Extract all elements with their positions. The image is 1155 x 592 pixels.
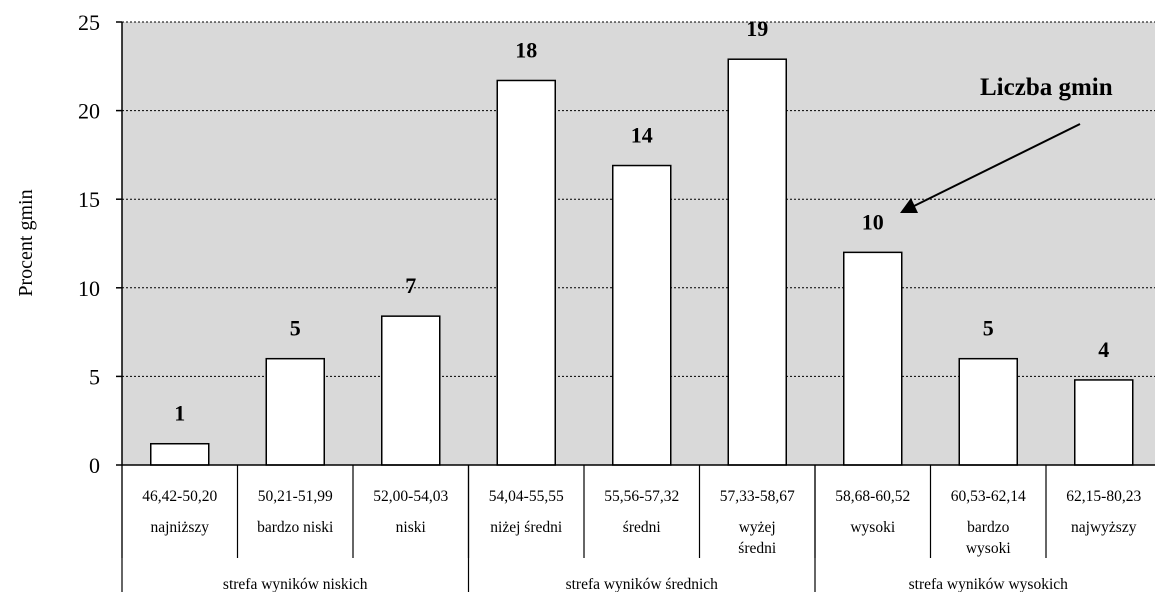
bar — [150, 442, 210, 466]
bar-count-label: 5 — [290, 316, 301, 341]
bar-count-label: 14 — [631, 123, 653, 148]
bars — [150, 58, 1134, 466]
zone-label: strefa wyników wysokich — [909, 576, 1069, 592]
range-label: 46,42-50,20 — [142, 488, 217, 505]
y-tick-label: 10 — [78, 276, 100, 301]
bar-count-label: 1 — [174, 401, 185, 426]
bar-count-label: 18 — [515, 37, 537, 62]
y-tick-label: 20 — [78, 99, 100, 124]
bar — [612, 164, 672, 466]
class-label: wyżej — [739, 519, 776, 536]
bar — [265, 357, 325, 466]
class-label: bardzo niski — [257, 519, 334, 536]
class-label: niżej średni — [490, 519, 563, 536]
class-label: wysoki — [850, 519, 895, 536]
class-label: niski — [396, 519, 427, 536]
bar-count-label: 4 — [1098, 337, 1109, 362]
range-label: 62,15-80,23 — [1066, 488, 1141, 505]
range-label: 50,21-51,99 — [258, 488, 333, 505]
bar — [496, 79, 556, 466]
bar — [1074, 379, 1134, 466]
class-label: wysoki — [966, 540, 1011, 557]
range-label: 55,56-57,32 — [604, 488, 679, 505]
range-label: 52,00-54,03 — [373, 488, 448, 505]
class-label: najniższy — [150, 519, 209, 536]
y-tick-label: 15 — [78, 187, 100, 212]
bar — [381, 315, 441, 466]
labels: 0 5 10 15 20 25 1 46,42-50,20 najniższy 5 50,21-51… — [78, 10, 1141, 592]
y-tick-label: 0 — [89, 453, 100, 478]
bar — [958, 357, 1018, 466]
bar-count-label: 5 — [983, 316, 994, 341]
annotation-arrow — [911, 123, 1081, 208]
range-label: 60,53-62,14 — [951, 488, 1026, 505]
annotation-arrowhead — [900, 198, 918, 213]
class-label: średni — [623, 519, 662, 536]
bar-count-label: 10 — [862, 209, 884, 234]
zone-label: strefa wyników średnich — [566, 576, 719, 592]
y-tick-label: 25 — [78, 10, 100, 35]
range-label: 54,04-55,55 — [489, 488, 564, 505]
class-label: najwyższy — [1071, 519, 1137, 536]
range-label: 57,33-58,67 — [720, 488, 795, 505]
bar-count-label: 7 — [405, 273, 416, 298]
annotation-liczba-gmin: Liczba gmin — [980, 74, 1113, 101]
range-label: 58,68-60,52 — [835, 488, 910, 505]
class-label: średni — [738, 540, 777, 557]
y-tick-label: 5 — [89, 364, 100, 389]
axes — [116, 21, 1155, 592]
class-label: bardzo — [967, 519, 1009, 536]
bar — [727, 58, 787, 466]
y-axis-label: Procent gmin — [15, 189, 37, 296]
bar — [843, 251, 903, 466]
bar-count-label: 19 — [746, 16, 768, 41]
zone-label: strefa wyników niskich — [223, 576, 368, 592]
